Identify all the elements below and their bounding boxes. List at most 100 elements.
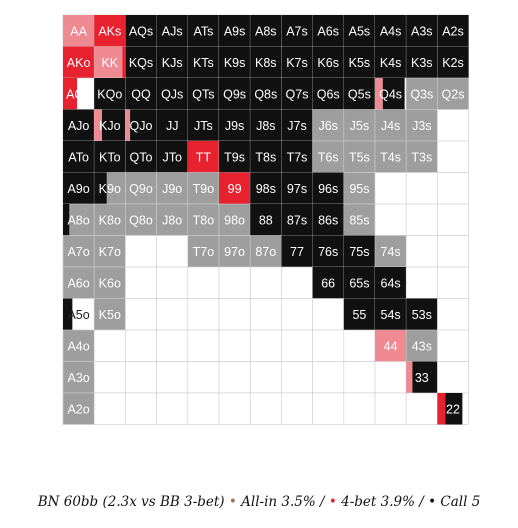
legend-4bet-dot: • xyxy=(328,494,337,510)
hand-label: KJo xyxy=(99,119,121,133)
cell-T8o: T8o xyxy=(187,203,220,236)
cell-empty-11-4 xyxy=(187,361,220,394)
cell-empty-8-5 xyxy=(218,266,251,299)
cell-K5s: K5s xyxy=(343,46,376,79)
cell-J9s: J9s xyxy=(218,109,251,142)
call-segment xyxy=(250,172,282,204)
call-segment xyxy=(187,46,219,78)
call-segment xyxy=(375,298,407,330)
call-segment xyxy=(63,298,73,330)
hand-range-grid: AA AKs AQs AJs ATs A9s A8s A7s A6s A5s A4s A3s A2s AK… xyxy=(62,14,469,425)
hand-label: Q3s xyxy=(410,87,433,101)
cell-empty-6-12 xyxy=(437,203,469,236)
call-segment xyxy=(125,141,157,173)
cell-KTs: KTs xyxy=(187,46,220,79)
cell-bg xyxy=(281,392,313,425)
cell-bg xyxy=(312,392,345,425)
cell-bg xyxy=(156,298,189,331)
cell-AJo: AJo xyxy=(62,109,95,142)
cell-85s: 85s xyxy=(343,203,376,236)
call-segment xyxy=(94,172,107,204)
cell-empty-11-8 xyxy=(312,361,345,394)
hand-label: K3s xyxy=(411,56,433,70)
cell-bg xyxy=(156,329,189,362)
hand-label: Q2s xyxy=(442,87,465,101)
cell-empty-12-2 xyxy=(125,392,157,425)
cell-bg xyxy=(218,298,251,331)
cell-54s: 54s xyxy=(374,298,407,331)
cell-T8s: T8s xyxy=(249,140,282,173)
cell-bg xyxy=(249,392,282,425)
hand-label: K7s xyxy=(286,56,308,70)
cell-AJs: AJs xyxy=(156,14,189,47)
cell-75s: 75s xyxy=(343,235,376,268)
cell-A3o: A3o xyxy=(62,361,95,394)
hand-label: A6s xyxy=(317,24,339,38)
cell-empty-8-2 xyxy=(125,266,157,299)
cell-bg xyxy=(281,266,313,299)
hand-label: QJo xyxy=(130,119,153,133)
cell-bg xyxy=(312,329,345,362)
cell-QQ: QQ xyxy=(125,77,157,110)
call-segment xyxy=(125,46,157,78)
cell-J8o: J8o xyxy=(156,203,189,236)
allin-segment xyxy=(94,46,123,78)
call-segment xyxy=(187,109,219,141)
cell-bg xyxy=(218,203,251,236)
cell-bg xyxy=(281,298,313,331)
cell-98s: 98s xyxy=(249,172,282,205)
cell-43s: 43s xyxy=(405,329,438,362)
call-segment xyxy=(382,78,405,110)
call-segment xyxy=(219,78,251,110)
hand-label: J7s xyxy=(287,119,306,133)
cell-empty-8-6 xyxy=(249,266,282,299)
call-segment xyxy=(156,15,188,47)
hand-label: 99 xyxy=(228,182,242,196)
cell-empty-9-2 xyxy=(125,298,157,331)
cell-bg xyxy=(187,361,220,394)
call-segment xyxy=(312,15,344,47)
call-segment xyxy=(250,78,282,110)
call-segment xyxy=(94,141,126,173)
cell-T7o: T7o xyxy=(187,235,220,268)
cell-A9o: A9o xyxy=(62,172,95,205)
hand-label: Q7s xyxy=(286,87,309,101)
cell-empty-10-7 xyxy=(281,329,313,362)
cell-bg xyxy=(156,266,189,299)
hand-label: 33 xyxy=(415,371,429,385)
legend-4bet-name: 4-bet xyxy=(341,494,377,510)
cell-AKo: AKo xyxy=(62,46,95,79)
call-segment xyxy=(343,235,375,267)
cell-KK: KK xyxy=(93,46,126,79)
cell-empty-5-11 xyxy=(405,172,438,205)
call-segment xyxy=(250,141,282,173)
hand-label: T5s xyxy=(349,150,370,164)
hand-label: 97o xyxy=(224,245,245,259)
legend-call-name: Call xyxy=(440,494,468,510)
cell-T3s: T3s xyxy=(405,140,438,173)
call-segment xyxy=(156,141,188,173)
hand-label: 75s xyxy=(349,245,369,259)
fourbet-segment xyxy=(94,15,126,47)
cell-QJo: QJo xyxy=(125,109,157,142)
call-segment xyxy=(312,46,344,78)
cell-bg xyxy=(437,298,469,331)
cell-bg xyxy=(312,140,345,173)
hand-label: KQo xyxy=(97,87,122,101)
cell-empty-12-4 xyxy=(187,392,220,425)
fourbet-segment xyxy=(219,172,251,204)
hand-label: JJ xyxy=(166,119,179,133)
call-segment xyxy=(156,46,188,78)
hand-label: QTs xyxy=(192,87,214,101)
hand-label: QQ xyxy=(131,87,151,101)
cell-empty-9-4 xyxy=(187,298,220,331)
cell-bg xyxy=(62,361,95,394)
cell-87o: 87o xyxy=(249,235,282,268)
call-segment xyxy=(130,109,157,141)
hand-label: J6s xyxy=(318,119,337,133)
cell-empty-11-1 xyxy=(93,361,126,394)
hand-label: T3s xyxy=(411,150,432,164)
cell-bg xyxy=(374,203,407,236)
call-segment xyxy=(156,78,188,110)
hand-label: AKs xyxy=(98,24,121,38)
